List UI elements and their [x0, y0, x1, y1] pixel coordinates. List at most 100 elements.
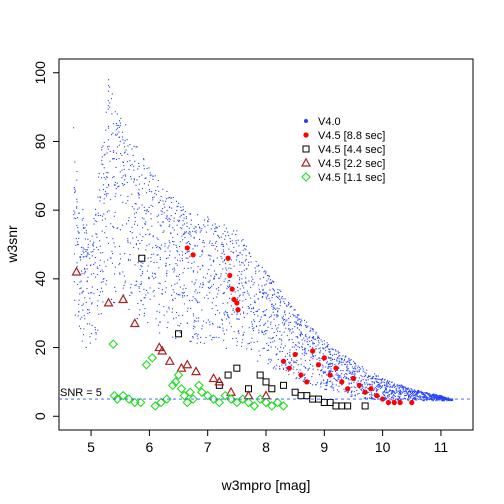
- v40-point: [98, 294, 100, 297]
- v40-point: [102, 252, 104, 254]
- v40-point: [153, 277, 155, 279]
- v40-point: [242, 239, 244, 241]
- v40-point: [173, 244, 175, 246]
- v40-point: [263, 292, 265, 294]
- data-point: [214, 397, 225, 408]
- v40-point: [166, 270, 168, 272]
- v40-point: [106, 171, 108, 174]
- v40-point: [369, 394, 371, 396]
- v40-point: [107, 193, 109, 195]
- plot-area: [71, 79, 454, 411]
- v40-point: [236, 341, 238, 343]
- v40-point: [174, 269, 176, 271]
- v40-point: [126, 181, 128, 184]
- v40-point: [371, 377, 373, 379]
- v40-point: [292, 313, 294, 316]
- v40-point: [345, 369, 348, 371]
- data-point: [237, 394, 248, 404]
- v40-point: [165, 287, 167, 289]
- v40-point: [187, 250, 189, 253]
- v40-point: [361, 387, 363, 389]
- v40-point: [262, 288, 264, 290]
- v40-point: [444, 398, 446, 400]
- v40-point: [114, 195, 116, 197]
- v40-point: [279, 331, 281, 333]
- v40-point: [150, 257, 152, 259]
- data-point: [370, 377, 372, 380]
- data-point: [291, 388, 299, 396]
- v40-point: [119, 253, 121, 255]
- v40-point: [159, 247, 161, 249]
- v40-point: [237, 318, 239, 320]
- v40-point: [170, 232, 172, 234]
- v40-point: [353, 371, 355, 373]
- v40-point: [116, 125, 118, 127]
- v40-point: [331, 385, 333, 387]
- v40-point: [328, 357, 330, 359]
- v40-point: [124, 179, 126, 181]
- v40-point: [154, 272, 156, 274]
- v40-point: [173, 291, 175, 293]
- v40-point: [183, 295, 186, 297]
- v40-point: [361, 366, 363, 368]
- v40-point: [221, 323, 223, 325]
- v40-point: [107, 108, 109, 110]
- v40-point: [284, 311, 286, 313]
- v40-point: [98, 313, 100, 315]
- v40-point: [327, 345, 329, 347]
- v40-point: [282, 315, 284, 317]
- v40-point: [435, 395, 437, 397]
- v40-point: [112, 158, 114, 160]
- v40-point: [348, 372, 350, 375]
- v40-point: [116, 133, 119, 135]
- v40-point: [318, 374, 321, 376]
- v40-point: [208, 268, 210, 271]
- v40-point: [429, 396, 431, 398]
- v40-point: [387, 391, 389, 393]
- v40-point: [431, 399, 434, 401]
- v40-point: [304, 376, 306, 379]
- v40-point: [452, 399, 454, 402]
- v40-point: [303, 352, 305, 354]
- v40-point: [348, 383, 350, 385]
- v40-point: [212, 224, 214, 226]
- v40-point: [293, 346, 295, 348]
- v40-point: [171, 308, 173, 310]
- v40-point: [212, 336, 214, 339]
- v40-point: [414, 399, 416, 401]
- v40-point: [218, 289, 220, 291]
- v40-point: [133, 165, 135, 167]
- v40-point: [156, 310, 158, 312]
- v40-point: [205, 231, 207, 233]
- v40-point: [266, 295, 269, 297]
- v40-point: [250, 297, 252, 299]
- v40-point: [272, 311, 274, 313]
- v40-point: [203, 342, 205, 344]
- v40-point: [79, 256, 81, 258]
- v40-point: [355, 365, 357, 367]
- v40-point: [209, 279, 211, 281]
- v40-point: [98, 172, 100, 175]
- v40-point: [433, 397, 435, 399]
- v40-point: [377, 384, 379, 387]
- v40-point: [374, 387, 376, 389]
- v40-point: [181, 292, 183, 294]
- v40-point: [326, 342, 328, 344]
- data-point: [277, 292, 279, 294]
- v40-point: [171, 311, 173, 313]
- v40-point: [141, 271, 144, 273]
- v40-point: [97, 212, 99, 214]
- v40-point: [99, 240, 101, 242]
- v40-point: [179, 273, 181, 276]
- v40-point: [75, 238, 77, 240]
- data-point: [317, 340, 320, 342]
- v40-point: [254, 302, 256, 304]
- v40-point: [347, 392, 349, 394]
- y-tick-label: 40: [32, 271, 48, 287]
- v40-point: [250, 255, 252, 258]
- v40-point: [82, 250, 84, 252]
- v40-point: [302, 349, 304, 351]
- v40-point: [158, 282, 160, 284]
- series-0: [73, 79, 454, 402]
- v40-point: [236, 312, 238, 314]
